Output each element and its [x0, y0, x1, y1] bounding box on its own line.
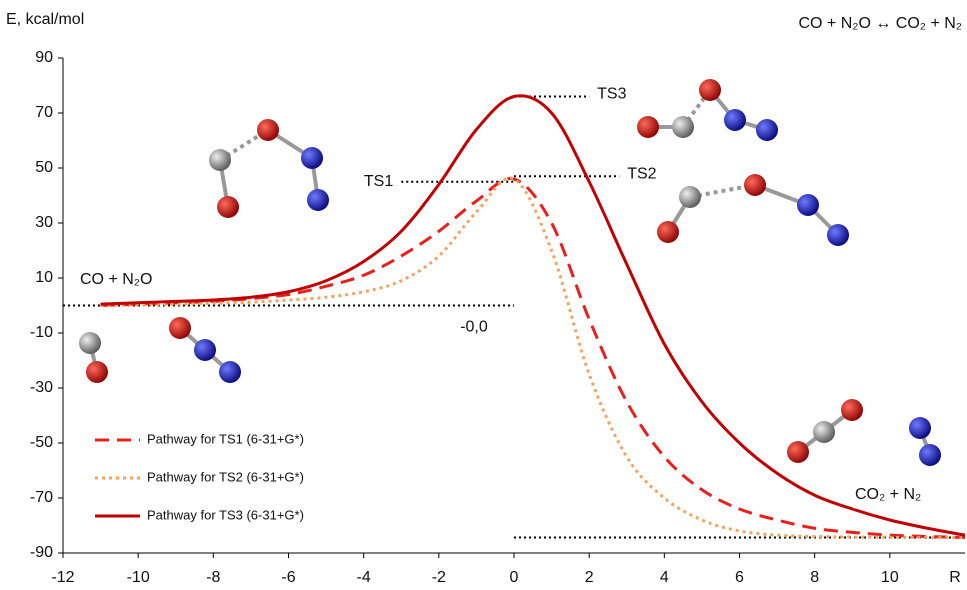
atom	[307, 189, 329, 211]
x-tick-label: 6	[735, 569, 744, 586]
atom	[919, 444, 941, 466]
y-tick-label: 90	[35, 49, 53, 66]
atom	[813, 421, 835, 443]
reactants-label: CO + N₂O	[80, 271, 152, 288]
atom	[724, 109, 746, 131]
y-tick-label: 30	[35, 214, 53, 231]
y-tick-label: 70	[35, 104, 53, 121]
atom	[194, 339, 216, 361]
y-tick-label: -10	[30, 324, 53, 341]
atom	[756, 119, 778, 141]
x-tick-label: -8	[206, 569, 220, 586]
atom	[79, 332, 101, 354]
atom	[699, 79, 721, 101]
x-tick-label: 4	[660, 569, 669, 586]
atom	[637, 116, 659, 138]
atom	[86, 361, 108, 383]
level-label: TS1	[364, 173, 393, 190]
x-tick-label: 10	[881, 569, 899, 586]
atom	[679, 186, 701, 208]
chart-title: CO + N₂O ↔ CO₂ + N₂	[798, 15, 962, 32]
y-tick-label: 10	[35, 269, 53, 286]
atom	[797, 194, 819, 216]
y-tick-label: -50	[30, 434, 53, 451]
molecules	[79, 79, 941, 466]
y-tick-label: -90	[30, 544, 53, 561]
atom	[169, 317, 191, 339]
x-tick-label: -4	[357, 569, 371, 586]
atom	[657, 221, 679, 243]
y-tick-label: -30	[30, 379, 53, 396]
atom	[217, 196, 239, 218]
y-tick-label: 50	[35, 159, 53, 176]
atom	[787, 441, 809, 463]
x-tick-label: -10	[127, 569, 150, 586]
level-label: TS2	[627, 165, 656, 182]
level-label: TS3	[597, 86, 626, 103]
products-label: CO₂ + N₂	[855, 486, 921, 503]
y-axis-label: E, kcal/mol	[6, 11, 84, 28]
y-tick-label: -70	[30, 489, 53, 506]
x-tick-label: 2	[585, 569, 594, 586]
atom	[672, 116, 694, 138]
legend-label: Pathway for TS2 (6-31+G*)	[147, 469, 304, 484]
atom	[219, 361, 241, 383]
x-tick-label: -2	[432, 569, 446, 586]
atom	[827, 224, 849, 246]
level-label: -0,0	[460, 319, 488, 336]
legend-label: Pathway for TS1 (6-31+G*)	[147, 431, 304, 446]
x-tick-label: 8	[810, 569, 819, 586]
x-tick-label: -6	[281, 569, 295, 586]
atom	[744, 174, 766, 196]
atom	[909, 417, 931, 439]
atom	[209, 149, 231, 171]
x-axis-label: R	[949, 569, 961, 586]
x-tick-label: -12	[51, 569, 74, 586]
legend-label: Pathway for TS3 (6-31+G*)	[147, 507, 304, 522]
x-tick-label: 0	[510, 569, 519, 586]
atom	[301, 147, 323, 169]
atom	[257, 119, 279, 141]
chart: E, kcal/mol CO + N₂O ↔ CO₂ + N₂ CO + N₂O…	[0, 0, 967, 590]
atom	[841, 399, 863, 421]
